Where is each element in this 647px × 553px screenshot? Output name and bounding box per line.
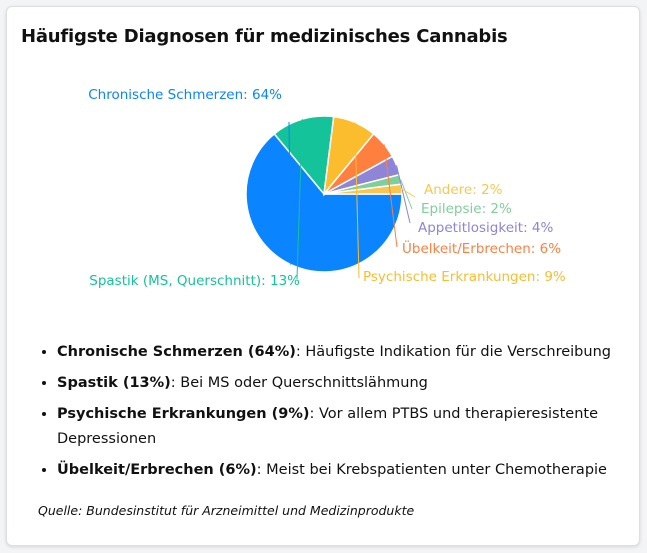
note-item: Übelkeit/Erbrechen (6%): Meist bei Krebs… [57, 458, 647, 483]
note-term: Psychische Erkrankungen (9%) [57, 406, 310, 422]
label-leader-line [383, 144, 398, 248]
source-note: Quelle: Bundesinstitut für Arzneimittel … [38, 503, 415, 518]
notes-list: Chronische Schmerzen (64%): Häufigste In… [23, 340, 647, 489]
slice-label: Psychische Erkrankungen: 9% [363, 269, 566, 285]
note-term: Übelkeit/Erbrechen (6%) [57, 462, 257, 478]
note-text: : Vor allem PTBS und therapieresistente … [57, 406, 599, 447]
note-item: Chronische Schmerzen (64%): Häufigste In… [57, 340, 647, 365]
pie-chart: Chronische Schmerzen: 64% Spastik (MS, Qu… [88, 87, 566, 289]
label-leader-line [288, 121, 292, 265]
label-leader-line [401, 188, 416, 198]
slice-label: Appetitlosigkeit: 4% [418, 220, 553, 236]
note-text: : Häufigste Indikation für die Verschrei… [295, 344, 611, 360]
label-leader-line [354, 122, 360, 279]
slice-label: Spastik (MS, Querschnitt): 13% [89, 273, 300, 289]
note-item: Psychische Erkrankungen (9%): Vor allem … [57, 402, 647, 452]
note-text: : Meist bei Krebspatienten unter Chemoth… [256, 462, 607, 478]
note-term: Spastik (13%) [57, 375, 171, 391]
chart-title: Häufigste Diagnosen für medizinisches Ca… [21, 26, 508, 47]
note-text: : Bei MS oder Querschnittslähmung [170, 375, 428, 391]
label-leader-line [296, 119, 303, 280]
slice-label: Andere: 2% [424, 182, 503, 198]
chart-card: Häufigste Diagnosen für medizinisches Ca… [6, 6, 640, 546]
slice-label: Übelkeit/Erbrechen: 6% [402, 239, 561, 257]
note-item: Spastik (13%): Bei MS oder Querschnittsl… [57, 371, 647, 396]
slice-label: Chronische Schmerzen: 64% [88, 87, 282, 103]
slice-label: Epilepsie: 2% [421, 201, 512, 217]
label-leader-line [400, 179, 413, 210]
note-term: Chronische Schmerzen (64%) [57, 344, 296, 360]
label-leader-line [396, 165, 411, 224]
